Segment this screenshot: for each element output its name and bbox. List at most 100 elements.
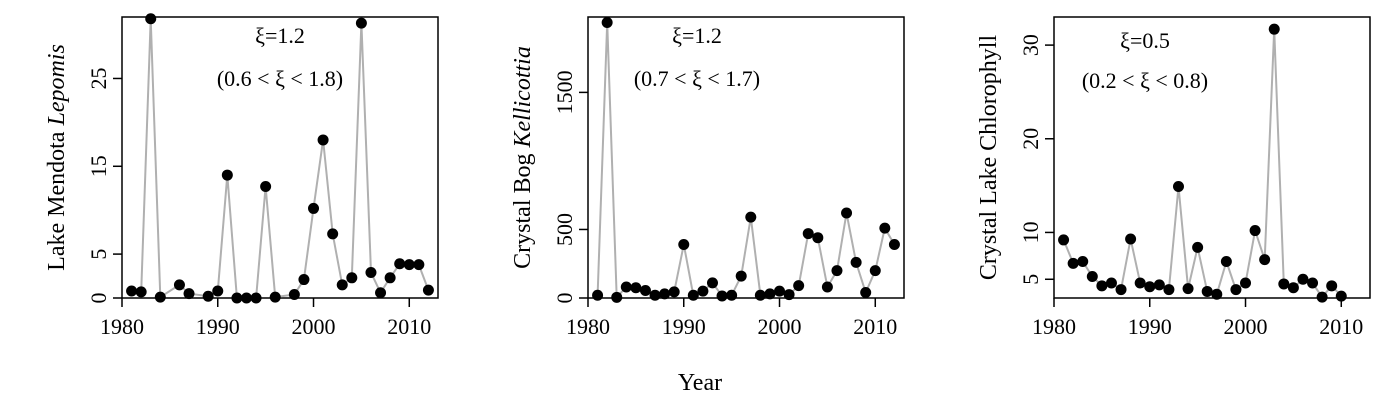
data-point (394, 258, 406, 270)
series-line (131, 18, 430, 299)
xi-interval-annotation: (0.6 < ξ < 1.8) (217, 66, 343, 91)
data-point (1326, 280, 1338, 292)
data-point (764, 288, 776, 300)
data-point (202, 290, 214, 302)
data-point (365, 267, 377, 279)
data-point (1307, 277, 1319, 289)
y-tick-label: 15 (86, 155, 111, 177)
data-point (260, 180, 272, 192)
data-point (649, 289, 661, 301)
data-point (697, 285, 709, 297)
xi-interval-annotation: (0.7 < ξ < 1.7) (634, 66, 760, 91)
data-point (1230, 284, 1242, 296)
data-point (860, 287, 872, 299)
y-tick-label: 0 (552, 293, 577, 304)
data-point (1240, 277, 1252, 289)
data-point (754, 289, 766, 301)
x-tick-label: 1980 (1032, 314, 1076, 339)
y-axis-label-site: Lake Mendota (44, 126, 70, 271)
data-point (231, 292, 243, 304)
data-point (783, 289, 795, 301)
data-point (774, 285, 786, 297)
y-tick-label: 1500 (552, 70, 577, 114)
y-tick-label: 5 (86, 249, 111, 260)
y-axis-label: Crystal Lake Chlorophyll (976, 35, 1002, 281)
data-point (687, 289, 699, 301)
data-point (630, 282, 642, 294)
data-point (659, 288, 671, 300)
data-point (793, 280, 805, 292)
y-tick-label: 25 (86, 67, 111, 89)
data-point (1182, 283, 1194, 295)
y-axis-label-species: Lepomis (44, 44, 70, 126)
data-point (812, 232, 824, 244)
data-point (611, 291, 623, 303)
data-point (288, 288, 300, 300)
data-point (336, 279, 348, 291)
y-tick-label: 20 (1018, 128, 1043, 150)
data-point (1125, 233, 1137, 245)
data-point (1172, 181, 1184, 193)
data-point (1278, 278, 1290, 290)
data-point (1077, 255, 1089, 267)
data-point (716, 290, 728, 302)
data-point (1105, 277, 1117, 289)
data-point (1211, 288, 1223, 300)
data-point (327, 228, 339, 240)
x-tick-label: 2000 (758, 314, 802, 339)
data-point (850, 256, 862, 268)
series-line (596, 22, 896, 300)
data-point (298, 274, 310, 286)
data-point (1316, 291, 1328, 303)
x-tick-label: 2010 (387, 314, 431, 339)
data-point (841, 207, 853, 219)
data-point (145, 13, 157, 25)
y-tick-label: 500 (552, 213, 577, 246)
data-point (183, 288, 195, 300)
panel-lake-mendota-lepomis: 1980 1990 2000 2010 0 5 15 25 Lake Mendota Lepom… (44, 13, 439, 339)
panel-crystal-bog-kellicottia: 1980 1990 2000 2010 0 500 1500 Crystal Bog Kell… (510, 16, 905, 339)
xi-estimate-annotation: ξ=1.2 (672, 23, 722, 48)
data-point (403, 259, 415, 271)
panel-crystal-lake-chlorophyll: 1980 1990 2000 2010 5 10 20 30 Crystal Lake Chlo… (976, 16, 1371, 339)
data-point (678, 239, 690, 251)
data-point (831, 265, 843, 277)
data-point (1163, 284, 1175, 296)
data-point (1153, 279, 1165, 291)
data-point (173, 279, 185, 291)
data-point (1086, 270, 1098, 282)
y-axis-label: Lake Mendota Lepomis (44, 44, 70, 271)
y-tick-label: 5 (1018, 274, 1043, 285)
data-point (1201, 285, 1213, 297)
data-point (879, 222, 891, 234)
plot-frame (587, 16, 905, 299)
data-point (250, 292, 262, 304)
x-tick-label: 1990 (1128, 314, 1172, 339)
data-point (1144, 281, 1156, 293)
xi-estimate-annotation: ξ=0.5 (1120, 28, 1170, 53)
data-point (706, 277, 718, 289)
data-point (802, 228, 814, 240)
data-point (1297, 273, 1309, 285)
x-tick-label: 2010 (853, 314, 897, 339)
data-point (1115, 284, 1127, 296)
data-point (726, 289, 738, 301)
data-point (668, 286, 680, 298)
data-point (1287, 282, 1299, 294)
data-point (384, 272, 396, 284)
data-point (413, 259, 425, 271)
x-axis-title: Year (678, 370, 722, 396)
data-point (1067, 257, 1079, 269)
y-axis-label-site: Crystal Bog (510, 147, 536, 268)
data-point (1259, 254, 1271, 266)
data-point (154, 291, 166, 303)
data-point (639, 284, 651, 296)
data-point (135, 286, 147, 298)
xi-estimate-annotation: ξ=1.2 (255, 23, 305, 48)
y-tick-label: 30 (1018, 34, 1043, 56)
data-point (269, 291, 281, 303)
data-point (1096, 280, 1108, 292)
y-tick-label: 10 (1018, 221, 1043, 243)
data-point (592, 289, 604, 301)
